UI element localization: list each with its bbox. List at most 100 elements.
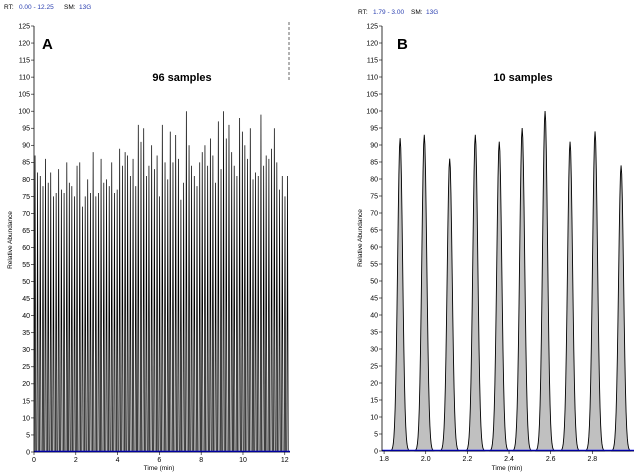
panel-a-y-tick-label: 40 xyxy=(22,313,30,320)
panel-a-peak xyxy=(110,162,113,453)
panel-a-peak xyxy=(75,165,79,453)
panel-a: RT: 0.00 - 12.25 SM: 13G A 96 samples Re… xyxy=(4,4,290,472)
panel-b-y-tick-label: 40 xyxy=(370,312,378,319)
panel-a-peak xyxy=(251,179,255,453)
panel-a-peak xyxy=(259,114,263,453)
panel-b-x-tick-label: 2.2 xyxy=(463,456,473,463)
panel-a-y-tick-label: 105 xyxy=(18,92,30,99)
panel-a-peak xyxy=(227,124,231,453)
panel-a-peak xyxy=(193,175,196,453)
panel-a-y-tick-label: 95 xyxy=(22,126,30,133)
panel-a-y-tick-label: 60 xyxy=(22,245,30,252)
panel-a-y-tick-label: 50 xyxy=(22,279,30,286)
panel-a-peak xyxy=(230,152,233,453)
panel-a-peak xyxy=(121,165,124,453)
panel-a-x-tick-label: 10 xyxy=(239,457,247,464)
panel-a-peak xyxy=(60,189,63,453)
panel-a-peaks xyxy=(33,111,290,453)
panel-a-peak xyxy=(99,158,103,453)
panel-a-peak xyxy=(65,162,68,453)
panel-b-y-tick-label: 100 xyxy=(366,108,378,115)
panel-a-peak xyxy=(283,196,287,453)
panel-a-peak xyxy=(137,124,140,453)
panel-b-y-axis-title: Relative Abundance xyxy=(357,209,364,267)
panel-b-y-tick-label: 30 xyxy=(370,346,378,353)
panel-a-peak xyxy=(68,182,71,453)
panel-a-peak xyxy=(70,186,73,453)
panel-a-peak xyxy=(92,152,95,453)
panel-a-peak xyxy=(169,131,172,453)
panel-a-label: A xyxy=(42,36,53,53)
panel-a-x-tick-label: 8 xyxy=(199,457,203,464)
panel-a-peak xyxy=(254,172,257,453)
panel-a-peak xyxy=(73,196,76,453)
panel-b-peak xyxy=(559,141,581,452)
panel-a-peak xyxy=(102,182,105,453)
panel-a-y-axis-title: Relative Abundance xyxy=(7,211,14,269)
panel-a-y-tick-label: 115 xyxy=(19,57,30,64)
panel-b-y-tick-label: 80 xyxy=(370,176,378,183)
panel-a-peak xyxy=(142,128,145,453)
panel-a-x-tick-label: 4 xyxy=(116,457,120,464)
panel-b-sm-value: 13G xyxy=(426,9,438,16)
panel-b-y-tick-label: 70 xyxy=(370,210,378,217)
panel-b-x-tick-label: 2.6 xyxy=(546,456,556,463)
panel-b-title: 10 samples xyxy=(493,72,552,84)
panel-a-peak xyxy=(171,162,175,453)
panel-a-peak xyxy=(55,192,58,453)
panel-a-y-tick-label: 55 xyxy=(22,262,30,269)
panel-b-y-axis-title-wrap: Relative Abundance xyxy=(357,209,364,267)
panel-a-peak xyxy=(129,175,132,453)
panel-b-y-tick-label: 60 xyxy=(370,244,378,251)
panel-a-peak xyxy=(89,192,92,453)
panel-a-peak xyxy=(105,179,108,453)
panel-b-y-tick-label: 0 xyxy=(374,448,378,455)
panel-b-y-tick-label: 20 xyxy=(370,380,378,387)
panel-a-peak xyxy=(206,165,209,453)
panel-a-peak xyxy=(150,145,153,453)
panel-a-peak xyxy=(108,186,111,453)
panel-b-y-tick-label: 10 xyxy=(370,414,378,421)
panel-a-y-tick-label: 15 xyxy=(22,398,30,405)
panel-a-peak xyxy=(57,169,60,453)
panel-a-peak xyxy=(36,172,39,453)
panel-a-x-tick-label: 0 xyxy=(32,457,36,464)
panel-a-peak xyxy=(217,121,220,453)
panel-a-peak xyxy=(190,165,193,453)
panel-a-peak xyxy=(241,131,244,453)
panel-a-y-tick-label: 110 xyxy=(19,75,30,82)
panel-a-peak xyxy=(211,155,214,453)
panel-a-peak xyxy=(275,162,278,453)
panel-a-y-tick-label: 25 xyxy=(22,364,30,371)
panel-b-rt-range: 1.79 - 3.00 xyxy=(373,9,404,16)
panel-a-peak xyxy=(243,145,246,453)
panel-a-peak xyxy=(166,179,169,453)
panel-a-peak xyxy=(286,175,289,453)
panel-a-y-tick-label: 65 xyxy=(22,228,30,235)
panel-b-y-tick-label: 105 xyxy=(366,91,378,98)
panel-b-x-tick-label: 2.0 xyxy=(421,456,431,463)
panel-b-y-tick-label: 15 xyxy=(370,397,378,404)
panel-a-peak xyxy=(62,192,66,453)
panel-b-y-tick-label: 45 xyxy=(370,295,378,302)
panel-a-x-tick-label: 12 xyxy=(281,457,289,464)
panel-b-peak xyxy=(439,158,460,452)
panel-b-y-tick-label: 90 xyxy=(370,142,378,149)
panel-b-peak xyxy=(584,131,606,452)
panel-a-peak xyxy=(219,169,223,453)
panel-a-y-tick-label: 100 xyxy=(18,109,30,116)
panel-b-peak xyxy=(489,141,510,452)
panel-a-peak xyxy=(209,138,212,453)
panel-a-y-axis-title-wrap: Relative Abundance xyxy=(7,211,14,269)
panel-a-peak xyxy=(94,196,97,453)
panel-a-y-tick-label: 10 xyxy=(22,415,30,422)
panel-a-peak xyxy=(86,179,89,453)
panel-a-y-tick-label: 80 xyxy=(22,177,30,184)
panel-a-peak xyxy=(187,145,191,453)
panel-b-y-tick-label: 35 xyxy=(370,329,378,336)
panel-b-y-tick-label: 75 xyxy=(370,193,378,200)
panel-a-peak xyxy=(273,128,276,453)
panel-a-peak xyxy=(39,175,42,453)
panel-a-x-axis-title: Time (min) xyxy=(144,465,175,472)
panel-a-rt-label: RT: xyxy=(4,4,14,11)
